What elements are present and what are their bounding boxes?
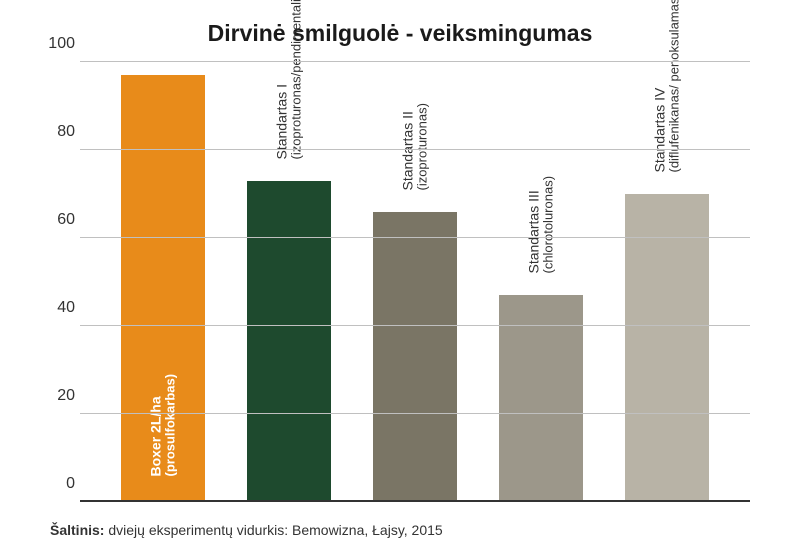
gridline [80,237,750,238]
gridline [80,149,750,150]
x-axis-baseline [80,500,750,502]
bar-group: Standartas I(izoproturonas/pendimentalin… [226,62,352,502]
y-tick: 80 [40,123,75,141]
source-label: Šaltinis: [50,522,104,538]
y-tick: 40 [40,299,75,317]
bar-label: Boxer 2L/ha(prosulfokarbas) [147,425,178,528]
y-tick: 20 [40,387,75,405]
bar [373,212,456,502]
y-tick: 100 [40,35,75,53]
bar [499,295,582,502]
bar-group: Standartas II(izoproturonas) [352,62,478,502]
bar-group: Boxer 2L/ha(prosulfokarbas) [100,62,226,502]
bar: Boxer 2L/ha(prosulfokarbas) [121,75,204,502]
y-tick: 0 [40,475,75,493]
bar-group: Standartas IV(diflufenikanas/ penoksulam… [604,62,730,502]
gridline [80,413,750,414]
plot-area: Boxer 2L/ha(prosulfokarbas) Standartas I(… [80,62,750,502]
gridline [80,61,750,62]
bar [625,194,708,502]
chart-area: 020406080100 Boxer 2L/ha(prosulfokarbas)… [80,62,750,502]
bar-group: Standartas III(chlorotoluronas) [478,62,604,502]
gridline [80,325,750,326]
y-axis: 020406080100 [40,62,75,502]
bar [247,181,330,502]
y-tick: 60 [40,211,75,229]
bars-container: Boxer 2L/ha(prosulfokarbas) Standartas I(… [80,62,750,502]
